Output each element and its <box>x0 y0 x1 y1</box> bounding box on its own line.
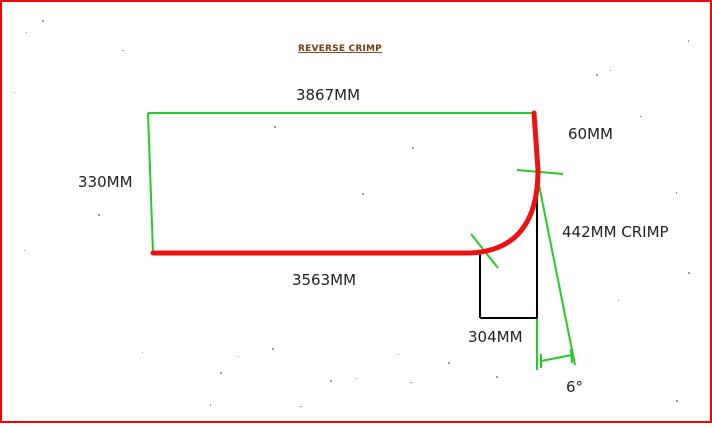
top-length-label: 3867MM <box>296 86 360 104</box>
diagram-title: REVERSE CRIMP <box>298 44 382 54</box>
crimp-slant-guide <box>535 169 576 366</box>
crimp-profile-path <box>150 110 541 256</box>
angle-label: 6° <box>566 378 583 396</box>
offset-construction-lines <box>479 176 538 319</box>
offset-label: 304MM <box>468 328 523 346</box>
left-height-label: 330MM <box>78 173 133 191</box>
left-guide-line <box>147 112 154 254</box>
angle-dimension-marker <box>540 348 573 368</box>
background-specks <box>14 20 690 407</box>
crimp-length-label: 442MM CRIMP <box>562 223 669 241</box>
bottom-length-label: 3563MM <box>292 271 356 289</box>
right-drop-label: 60MM <box>568 125 613 143</box>
